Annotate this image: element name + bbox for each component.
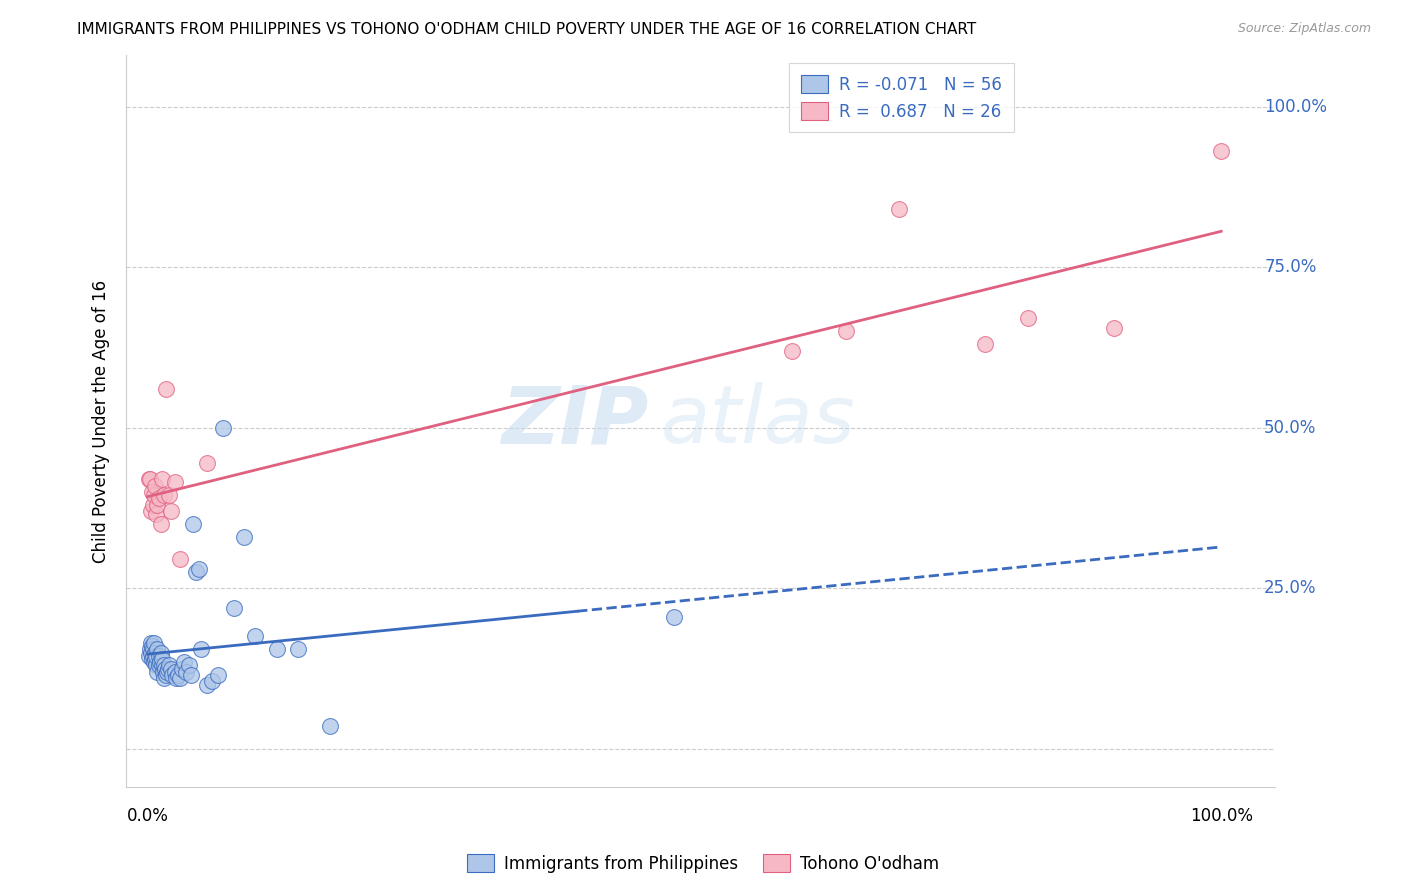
Text: 100.0%: 100.0% <box>1189 806 1253 825</box>
Point <box>139 472 162 486</box>
Point <box>138 648 160 663</box>
Point <box>176 665 198 679</box>
Point <box>780 343 803 358</box>
Point <box>243 630 266 644</box>
Point <box>139 636 162 650</box>
Point <box>974 337 997 351</box>
Point <box>153 671 176 685</box>
Point <box>1211 145 1233 159</box>
Point <box>834 324 856 338</box>
Point <box>157 658 180 673</box>
Point <box>143 636 166 650</box>
Point <box>150 658 173 673</box>
Point <box>155 668 177 682</box>
Point <box>156 665 179 679</box>
Point <box>163 665 186 679</box>
Y-axis label: Child Poverty Under the Age of 16: Child Poverty Under the Age of 16 <box>93 280 110 563</box>
Text: IMMIGRANTS FROM PHILIPPINES VS TOHONO O'ODHAM CHILD POVERTY UNDER THE AGE OF 16 : IMMIGRANTS FROM PHILIPPINES VS TOHONO O'… <box>77 22 977 37</box>
Point <box>157 662 180 676</box>
Point <box>146 498 169 512</box>
Point <box>142 498 165 512</box>
Point <box>195 678 218 692</box>
Point <box>190 642 212 657</box>
Point <box>662 610 685 624</box>
Point <box>148 658 170 673</box>
Point <box>143 652 166 666</box>
Point <box>139 646 162 660</box>
Point <box>287 642 309 657</box>
Point <box>138 472 160 486</box>
Legend: Immigrants from Philippines, Tohono O'odham: Immigrants from Philippines, Tohono O'od… <box>461 847 945 880</box>
Text: 75.0%: 75.0% <box>1264 258 1316 277</box>
Point <box>172 662 194 676</box>
Point <box>143 655 166 669</box>
Text: Source: ZipAtlas.com: Source: ZipAtlas.com <box>1237 22 1371 36</box>
Point <box>139 504 162 518</box>
Text: 0.0%: 0.0% <box>127 806 169 825</box>
Point <box>160 662 183 676</box>
Point <box>166 668 188 682</box>
Point <box>153 488 176 502</box>
Point <box>169 671 191 685</box>
Point <box>184 566 207 580</box>
Point <box>146 642 169 657</box>
Point <box>173 655 195 669</box>
Point <box>142 648 165 663</box>
Point <box>146 665 169 679</box>
Text: ZIP: ZIP <box>502 383 650 460</box>
Point <box>222 600 245 615</box>
Text: 50.0%: 50.0% <box>1264 418 1316 437</box>
Point <box>163 475 186 490</box>
Point <box>195 456 218 470</box>
Point <box>143 488 166 502</box>
Point <box>188 562 211 576</box>
Point <box>150 652 173 666</box>
Point <box>139 642 162 657</box>
Point <box>145 648 167 663</box>
Point <box>148 655 170 669</box>
Point <box>152 665 174 679</box>
Point <box>160 504 183 518</box>
Point <box>153 658 176 673</box>
Point <box>319 719 342 733</box>
Point <box>155 382 177 396</box>
Point <box>145 508 167 522</box>
Point <box>201 674 224 689</box>
Point <box>177 658 200 673</box>
Text: 25.0%: 25.0% <box>1264 579 1316 598</box>
Point <box>148 491 170 506</box>
Point <box>1017 311 1039 326</box>
Point <box>169 552 191 566</box>
Point <box>145 658 167 673</box>
Point <box>143 646 166 660</box>
Point <box>153 662 176 676</box>
Point <box>1102 321 1125 335</box>
Text: atlas: atlas <box>661 383 855 460</box>
Point <box>165 671 187 685</box>
Point <box>207 668 229 682</box>
Point <box>149 646 172 660</box>
Point <box>148 648 170 663</box>
Point <box>212 420 235 434</box>
Point <box>149 516 172 531</box>
Point <box>233 530 256 544</box>
Point <box>266 642 288 657</box>
Point <box>143 478 166 492</box>
Point <box>141 652 163 666</box>
Point <box>180 668 202 682</box>
Point <box>162 668 184 682</box>
Point <box>181 516 204 531</box>
Legend: R = -0.071   N = 56, R =  0.687   N = 26: R = -0.071 N = 56, R = 0.687 N = 26 <box>789 63 1014 133</box>
Point <box>150 472 173 486</box>
Text: 100.0%: 100.0% <box>1264 97 1327 116</box>
Point <box>141 484 163 499</box>
Point <box>157 488 180 502</box>
Point <box>889 202 911 217</box>
Point <box>142 642 165 657</box>
Point <box>141 639 163 653</box>
